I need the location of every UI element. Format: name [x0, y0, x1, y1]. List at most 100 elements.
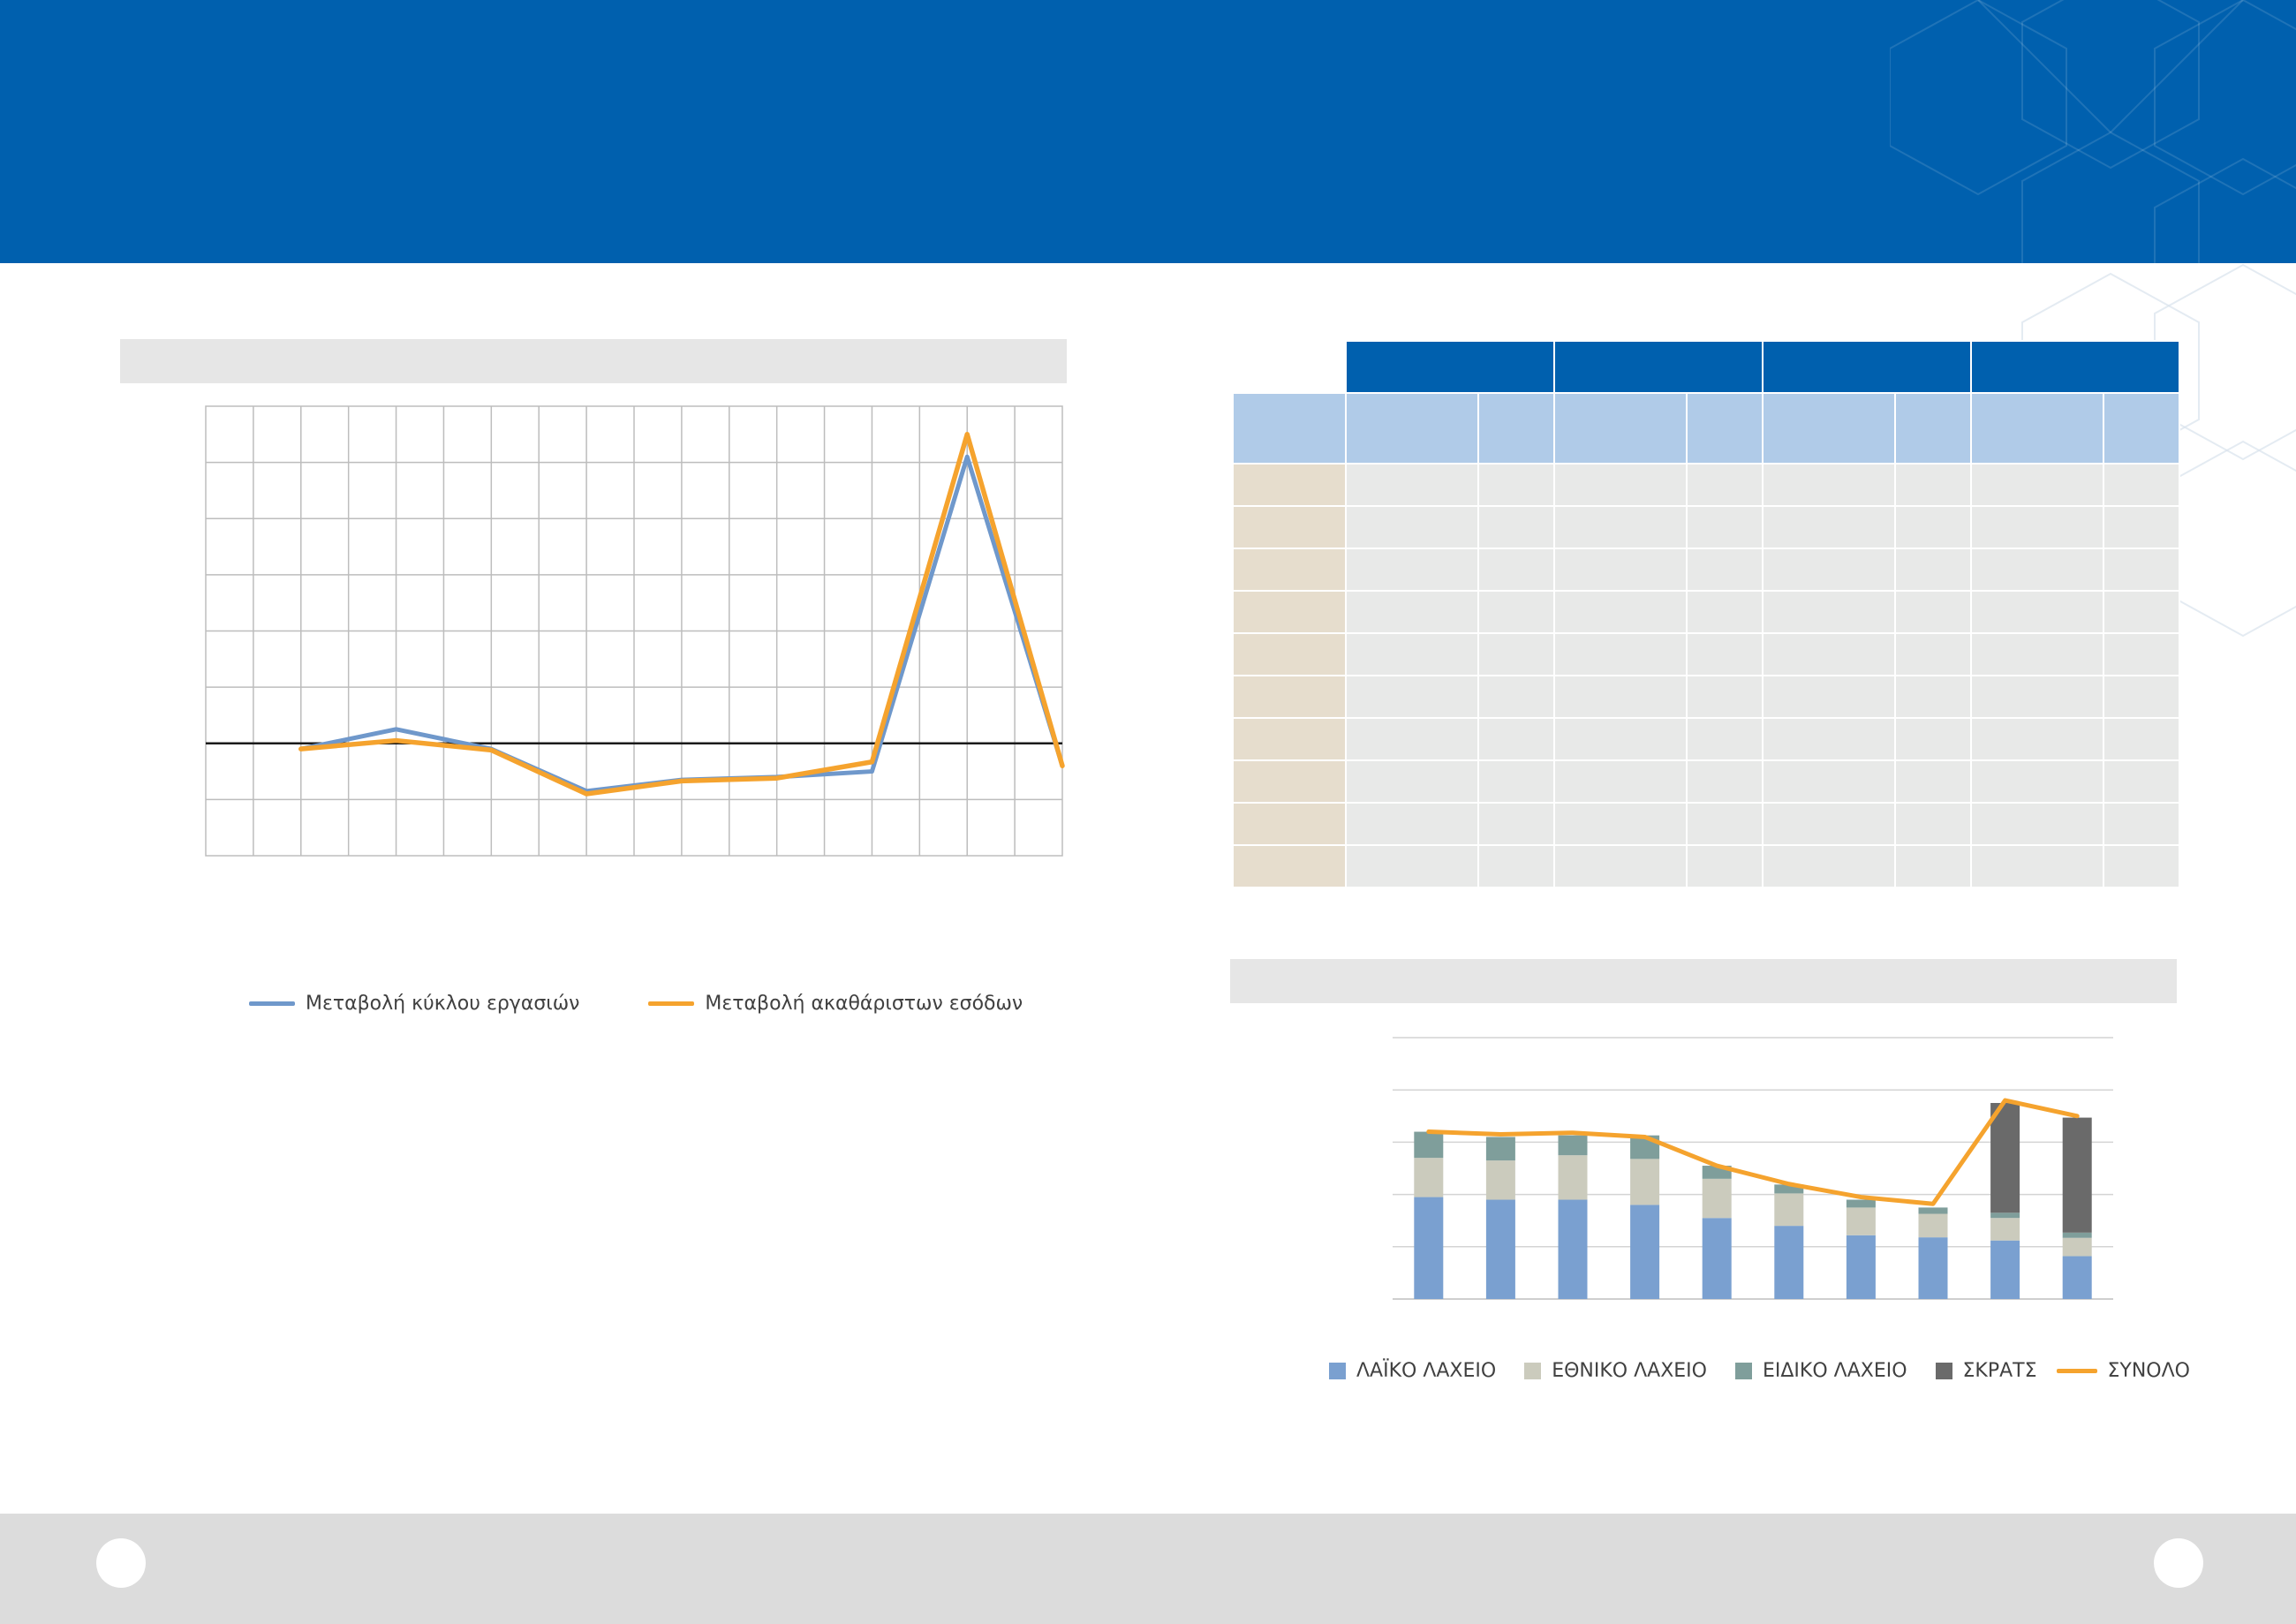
table-subheader [1762, 392, 1896, 465]
table-row-label [1232, 505, 1347, 549]
legend-swatch-synolo-line [2056, 1368, 2097, 1373]
bar-segment-ethniko [1990, 1218, 2020, 1241]
table-cell [1477, 590, 1555, 634]
right-chart-legend: ΛΑΪΚΟ ΛΑΧΕΙΟ ΕΘΝΙΚΟ ΛΑΧΕΙΟ ΕΙΔΙΚΟ ΛΑΧΕΙΟ… [1329, 1355, 2190, 1386]
table-cell [2103, 802, 2180, 846]
table-cell [1553, 759, 1688, 804]
data-table [1232, 340, 2180, 888]
table-row [1232, 844, 2180, 888]
table-row [1232, 548, 2180, 592]
table-cell [1345, 844, 1479, 888]
table-cell [1970, 717, 2104, 761]
table-cell [1762, 548, 1896, 592]
legend-swatch-skrats [1935, 1362, 1952, 1379]
table-cell [1477, 759, 1555, 804]
table-cell [1762, 759, 1896, 804]
bar-segment-laiko [2062, 1256, 2092, 1299]
table-cell [1477, 548, 1555, 592]
bar-segment-skrats [1990, 1103, 2020, 1213]
table-cell [1894, 844, 1972, 888]
table-cell [1762, 505, 1896, 549]
table-subheader [1970, 392, 2104, 465]
table-cell [1686, 802, 1764, 846]
table-cell [1686, 505, 1764, 549]
table-cell [1762, 802, 1896, 846]
legend-swatch-ethniko [1524, 1362, 1542, 1379]
bar-segment-laiko [1918, 1237, 1948, 1299]
table-corner [1232, 340, 1347, 394]
legend-swatch-orange-line [648, 1001, 695, 1006]
footer-band [0, 1514, 2296, 1624]
bar-segment-eidiko [1558, 1135, 1588, 1156]
legend-label-ethniko: ΕΘΝΙΚΟ ΛΑΧΕΙΟ [1552, 1359, 1707, 1382]
legend-label-gross-revenue: Μεταβολή ακαθάριστων εσόδων [705, 992, 1023, 1015]
table-cell [1553, 463, 1688, 507]
table-cell [1686, 717, 1764, 761]
page-number-right [2154, 1538, 2203, 1588]
table-cell [1477, 717, 1555, 761]
table-row [1232, 802, 2180, 846]
bar-segment-laiko [1990, 1240, 2020, 1299]
bar-segment-ethniko [1774, 1193, 1804, 1227]
table-cell [1686, 463, 1764, 507]
table-cell [1894, 632, 1972, 676]
legend-swatch-blue-line [249, 1001, 295, 1006]
table-cell [1345, 675, 1479, 719]
bar-segment-eidiko [1414, 1131, 1444, 1159]
table-cell [1894, 802, 1972, 846]
table-cell [1553, 717, 1688, 761]
table-group-header [1970, 340, 2180, 394]
table-row-label [1232, 463, 1347, 507]
bar-segment-eidiko [1485, 1137, 1515, 1161]
table-cell [1894, 717, 1972, 761]
bar-segment-ethniko [1485, 1160, 1515, 1200]
table-row-label [1232, 844, 1347, 888]
legend-label-laiko: ΛΑΪΚΟ ΛΑΧΕΙΟ [1356, 1359, 1497, 1382]
table-cell [1970, 548, 2104, 592]
table-cell [1686, 632, 1764, 676]
table-subheader [1477, 392, 1555, 465]
table-cell [1477, 675, 1555, 719]
bar-segment-ethniko [1558, 1155, 1588, 1200]
table-cell [1762, 632, 1896, 676]
bar-segment-ethniko [1918, 1213, 1948, 1238]
table-cell [1762, 463, 1896, 507]
table-row-label [1232, 717, 1347, 761]
table-cell [1477, 844, 1555, 888]
legend-item-turnover: Μεταβολή κύκλου εργασιών [249, 993, 579, 1015]
bar-segment-laiko [1702, 1218, 1732, 1299]
table-row-label [1232, 632, 1347, 676]
table-cell [1345, 590, 1479, 634]
table-cell [1345, 632, 1479, 676]
table-cell [1970, 590, 2104, 634]
legend-item-laiko: ΛΑΪΚΟ ΛΑΧΕΙΟ [1329, 1360, 1496, 1382]
table-cell [1894, 675, 1972, 719]
legend-item-eidiko: ΕΙΔΙΚΟ ΛΑΧΕΙΟ [1734, 1359, 1907, 1382]
table-cell [1894, 590, 1972, 634]
table-subheader [1894, 392, 1972, 465]
table-row [1232, 632, 2180, 676]
table-cell [1553, 632, 1688, 676]
page-number-left [96, 1538, 146, 1588]
legend-label-eidiko: ΕΙΔΙΚΟ ΛΑΧΕΙΟ [1762, 1359, 1907, 1382]
table-cell [1477, 802, 1555, 846]
table-cell [1686, 759, 1764, 804]
table-subheader [1553, 392, 1688, 465]
table-row [1232, 463, 2180, 507]
table-cell [1970, 505, 2104, 549]
left-chart-legend: Μεταβολή κύκλου εργασιών Μεταβολή ακαθάρ… [249, 987, 1023, 1019]
table-row [1232, 590, 2180, 634]
table-cell [2103, 548, 2180, 592]
table-cell [2103, 590, 2180, 634]
table-cell [1762, 844, 1896, 888]
table-cell [1686, 590, 1764, 634]
bar-segment-ethniko [1702, 1178, 1732, 1219]
table-row-label [1232, 759, 1347, 804]
bar-segment-eidiko [2062, 1232, 2092, 1238]
table-cell [1894, 548, 1972, 592]
table-subheader-corner [1232, 392, 1347, 465]
left-chart-title-bar [120, 339, 1067, 383]
table-cell [1970, 675, 2104, 719]
table-cell [2103, 759, 2180, 804]
table-row [1232, 505, 2180, 549]
